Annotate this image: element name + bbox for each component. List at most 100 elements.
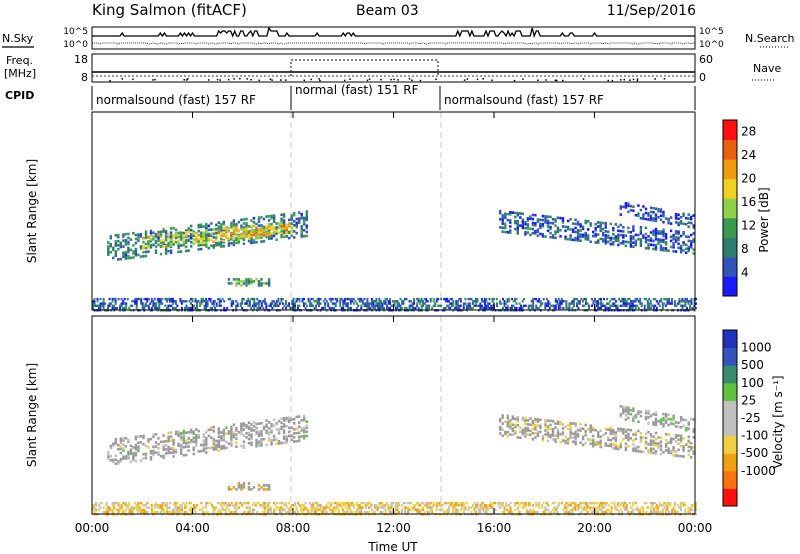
power-echo-cell: [574, 238, 577, 242]
power-echo-cell: [127, 250, 130, 254]
power-near-range-cell: [149, 302, 152, 305]
power-near-range-cell: [140, 300, 143, 303]
vel-near-range-cell: [230, 501, 233, 505]
power-near-range-cell: [140, 297, 143, 301]
power-echo-cell: [617, 233, 620, 237]
power-near-range-cell: [440, 304, 443, 307]
vel-echo-cell: [124, 457, 128, 460]
vel-echo-cell: [137, 447, 140, 451]
vel-near-range-cell: [684, 508, 687, 511]
power-echo-cell: [669, 229, 673, 233]
vel-echo-cell: [672, 418, 675, 422]
power-near-range-cell: [367, 306, 370, 310]
power-echo-cell: [159, 230, 163, 234]
power-near-range-cell: [468, 302, 471, 305]
vel-echo-cell: [220, 435, 223, 438]
power-near-range-cell: [348, 297, 351, 301]
vel-near-range-cell: [288, 508, 290, 511]
power-near-range-cell: [408, 300, 411, 303]
vel-near-range-cell: [167, 506, 170, 509]
vel-near-range-cell: [324, 506, 327, 509]
power-echo-cell: [220, 245, 223, 248]
power-echo-cell: [602, 227, 605, 231]
power-near-range-cell: [257, 300, 260, 303]
power-echo-cell: [501, 222, 504, 225]
vel-near-range-cell: [479, 506, 482, 509]
vel-echo-cell: [293, 422, 296, 425]
power-echo-cell: [690, 241, 693, 245]
power-near-range-cell: [532, 302, 535, 305]
vel-echo-cell: [529, 417, 532, 420]
power-near-range-cell: [358, 300, 361, 303]
vel-near-range-cell: [140, 508, 143, 511]
vel-echo-cell: [240, 426, 243, 430]
vel-near-range-cell: [131, 506, 134, 509]
vel-echo-cell: [230, 439, 233, 443]
power-near-range-cell: [221, 297, 224, 301]
power-echo-cell: [179, 250, 183, 253]
vel-echo-cell: [692, 436, 695, 439]
power-echo-cell: [597, 239, 600, 242]
power-echo-cell: [247, 280, 251, 283]
vel-echo-cell: [162, 444, 165, 447]
power-near-range-cell: [577, 306, 580, 310]
vel-near-range-cell: [221, 506, 224, 509]
vel-echo-cell: [192, 448, 195, 452]
vel-echo-cell: [142, 434, 145, 438]
power-near-range-cell: [349, 302, 352, 305]
power-echo-cell: [295, 225, 298, 229]
power-echo-cell: [117, 258, 120, 261]
power-near-range-cell: [369, 302, 372, 305]
power-echo-cell: [164, 234, 168, 238]
vel-echo-cell: [579, 423, 582, 426]
power-near-range-cell: [389, 300, 391, 303]
vel-near-range-cell: [364, 510, 367, 514]
vel-near-range-cell: [205, 501, 208, 505]
power-near-range-cell: [437, 297, 440, 301]
power-near-range-cell: [487, 306, 489, 310]
power-echo-cell: [524, 231, 527, 234]
vel-echo-cell: [207, 434, 210, 438]
vel-near-range-cell: [603, 506, 605, 509]
power-near-range-cell: [689, 304, 691, 307]
power-echo-cell: [669, 222, 673, 225]
vel-near-range-cell: [202, 506, 204, 509]
vel-near-range-cell: [473, 501, 476, 505]
power-echo-cell: [109, 234, 112, 238]
power-echo-cell: [252, 233, 256, 237]
power-echo-cell: [182, 239, 185, 242]
power-echo-cell: [526, 231, 530, 234]
power-near-range-cell: [150, 297, 153, 301]
power-echo-cell: [639, 240, 643, 243]
vel-near-range-cell: [506, 504, 509, 507]
power-near-range-cell: [239, 304, 242, 307]
power-echo-cell: [242, 242, 246, 246]
vel-near-range-cell: [628, 501, 631, 505]
power-echo-cell: [531, 221, 535, 225]
vel-echo-cell: [529, 433, 532, 437]
power-echo-cell: [647, 245, 650, 248]
vel-near-range-cell: [392, 501, 394, 505]
power-echo-cell: [107, 253, 110, 256]
power-near-range-cell: [487, 304, 489, 307]
vel-near-range-cell: [263, 508, 266, 511]
vel-near-range-cell: [655, 504, 658, 507]
vel-echo-cell: [516, 436, 519, 439]
power-near-range-cell: [196, 306, 198, 310]
power-echo-cell: [639, 242, 643, 245]
vel-near-range-cell: [107, 510, 110, 514]
vel-near-range-cell: [615, 506, 618, 509]
vel-near-range-cell: [661, 504, 664, 507]
vel-echo-cell: [190, 430, 193, 434]
vel-echo-cell: [250, 441, 253, 445]
vel-near-range-cell: [474, 504, 477, 507]
power-echo-cell: [514, 227, 517, 231]
power-echo-cell: [124, 251, 128, 254]
power-echo-cell: [506, 212, 509, 216]
vel-near-range-cell: [325, 504, 328, 507]
power-near-range-cell: [345, 302, 348, 305]
power-echo-cell: [632, 209, 635, 212]
power-near-range-cell: [401, 306, 403, 310]
power-near-range-cell: [419, 302, 422, 305]
power-echo-cell: [282, 231, 286, 234]
